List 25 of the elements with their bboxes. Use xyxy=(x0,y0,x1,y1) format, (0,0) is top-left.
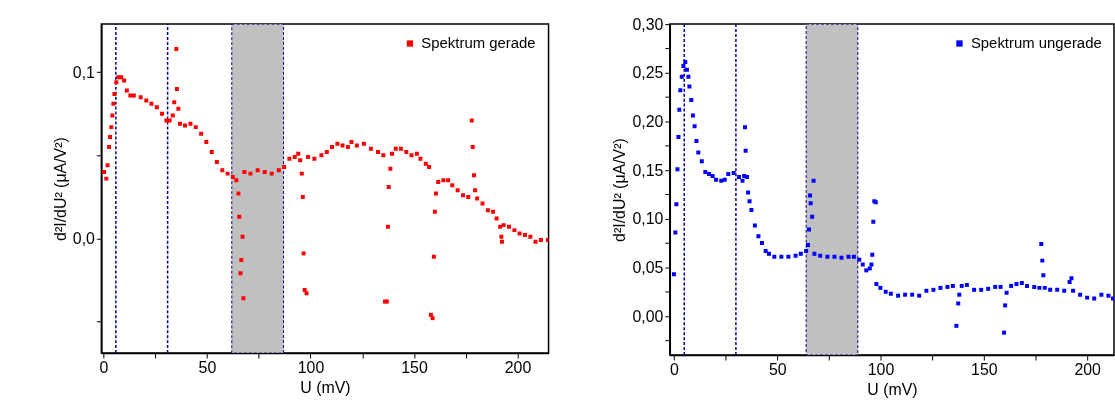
legend-label: Spektrum gerade xyxy=(421,35,536,52)
y-tick-label: 0,25 xyxy=(632,64,664,82)
x-tick-label: 150 xyxy=(401,359,428,377)
x-tick-label: 200 xyxy=(1074,361,1102,379)
x-tick-label: 0 xyxy=(670,361,679,379)
x-tick-label: 100 xyxy=(867,361,895,379)
y-tick-label: 0,05 xyxy=(632,258,664,276)
x-tick-label: 50 xyxy=(768,361,787,379)
y-tick-label: 0,15 xyxy=(632,161,664,179)
x-tick-label: 50 xyxy=(198,359,217,377)
y-tick-label: 0,1 xyxy=(72,63,96,81)
x-tick-label: 150 xyxy=(971,361,998,379)
y-axis-title: d²I/dU² (μA/V²) xyxy=(51,137,69,241)
y-tick-label: 0,20 xyxy=(632,112,664,130)
y-tick-label: 0,00 xyxy=(632,307,664,325)
x-tick-label: 200 xyxy=(504,359,532,377)
y-tick-label: 0,30 xyxy=(632,15,664,33)
x-axis-title: U (mV) xyxy=(867,381,918,399)
legend-label: Spektrum ungerade xyxy=(970,35,1102,52)
y-tick-label: 0,0 xyxy=(72,229,96,247)
y-tick-label: 0,10 xyxy=(632,210,664,228)
x-tick-label: 0 xyxy=(99,359,109,377)
x-axis-title: U (mV) xyxy=(300,379,351,397)
x-tick-label: 100 xyxy=(297,359,325,377)
y-axis-title: d²I/dU² (μA/V²) xyxy=(611,138,629,242)
